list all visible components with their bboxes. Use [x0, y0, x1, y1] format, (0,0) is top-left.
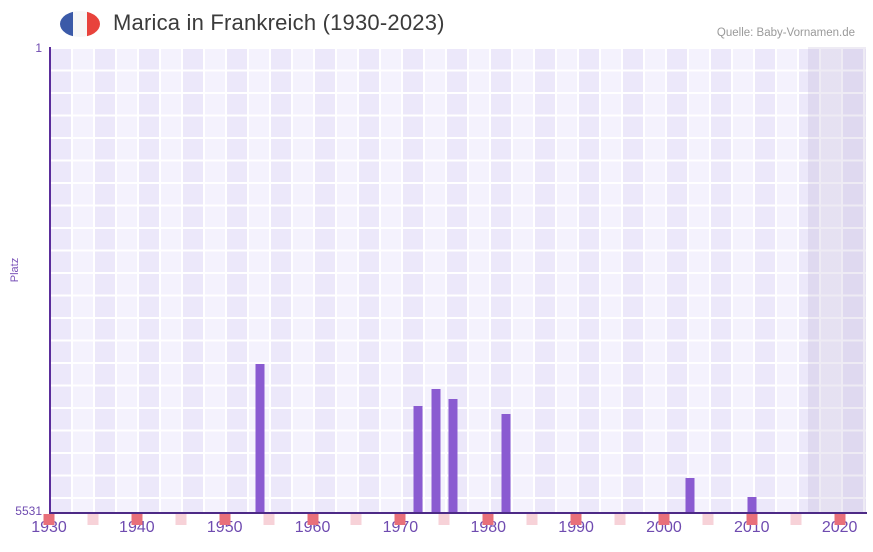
- x-tick-label-1950: 1950: [206, 519, 243, 536]
- x-axis-marker-1995: [614, 514, 626, 525]
- y-axis-label-top: 1: [35, 41, 42, 55]
- x-axis-marker-2015: [790, 514, 802, 525]
- chart-title: Marica in Frankreich (1930-2023): [113, 10, 445, 35]
- x-tick-label-1980: 1980: [470, 519, 507, 536]
- x-tick-label-2010: 2010: [733, 519, 770, 536]
- x-tick-label-2000: 2000: [646, 519, 682, 536]
- x-axis-marker-1930: [43, 514, 55, 525]
- plot-area: [49, 47, 866, 513]
- x-axis-marker-2000: [658, 514, 670, 525]
- x-axis-marker-2020: [834, 514, 846, 525]
- x-axis-marker-1955: [263, 514, 275, 525]
- y-axis-title: Platz: [9, 257, 21, 283]
- x-axis-marker-1985: [526, 514, 538, 525]
- chart-header: Marica in Frankreich (1930-2023) Quelle:…: [0, 0, 873, 47]
- y-axis-label-bottom: 5531: [15, 504, 42, 518]
- y-axis-line: [49, 47, 51, 514]
- x-tick-label-1960: 1960: [294, 519, 331, 536]
- bar-2003[interactable]: [685, 477, 695, 513]
- bar-1954[interactable]: [255, 364, 265, 513]
- flag-stripe-red: [86, 11, 100, 37]
- x-tick-label-1930: 1930: [31, 519, 67, 536]
- flag-stripe-blue: [60, 11, 74, 37]
- x-axis-marker-1950: [219, 514, 231, 525]
- x-axis-marker-1935: [87, 514, 99, 525]
- france-flag-icon: [60, 11, 100, 37]
- bar-2010[interactable]: [747, 496, 757, 513]
- flag-stripe-white: [73, 11, 87, 37]
- bar-1976[interactable]: [448, 398, 458, 513]
- x-axis-line: [49, 512, 867, 514]
- x-axis-marker-2005: [702, 514, 714, 525]
- x-axis-marker-1960: [307, 514, 319, 525]
- x-tick-label-1970: 1970: [382, 519, 419, 536]
- x-axis-marker-1970: [394, 514, 406, 525]
- x-axis-marker-1940: [131, 514, 143, 525]
- bar-1982[interactable]: [501, 413, 511, 513]
- x-axis-marker-2010: [746, 514, 758, 525]
- x-tick-label-2020: 2020: [821, 519, 858, 536]
- recent-period-shading: [808, 47, 866, 513]
- source-credit: Quelle: Baby-Vornamen.de: [716, 27, 855, 39]
- bar-1972[interactable]: [413, 405, 423, 513]
- x-axis-marker-1975: [438, 514, 450, 525]
- bar-1974[interactable]: [431, 388, 441, 513]
- x-axis-marker-1945: [175, 514, 187, 525]
- x-axis-marker-1965: [350, 514, 362, 525]
- x-tick-label-1990: 1990: [558, 519, 594, 536]
- x-axis-marker-1990: [570, 514, 582, 525]
- x-tick-label-1940: 1940: [119, 519, 155, 536]
- x-axis-marker-1980: [482, 514, 494, 525]
